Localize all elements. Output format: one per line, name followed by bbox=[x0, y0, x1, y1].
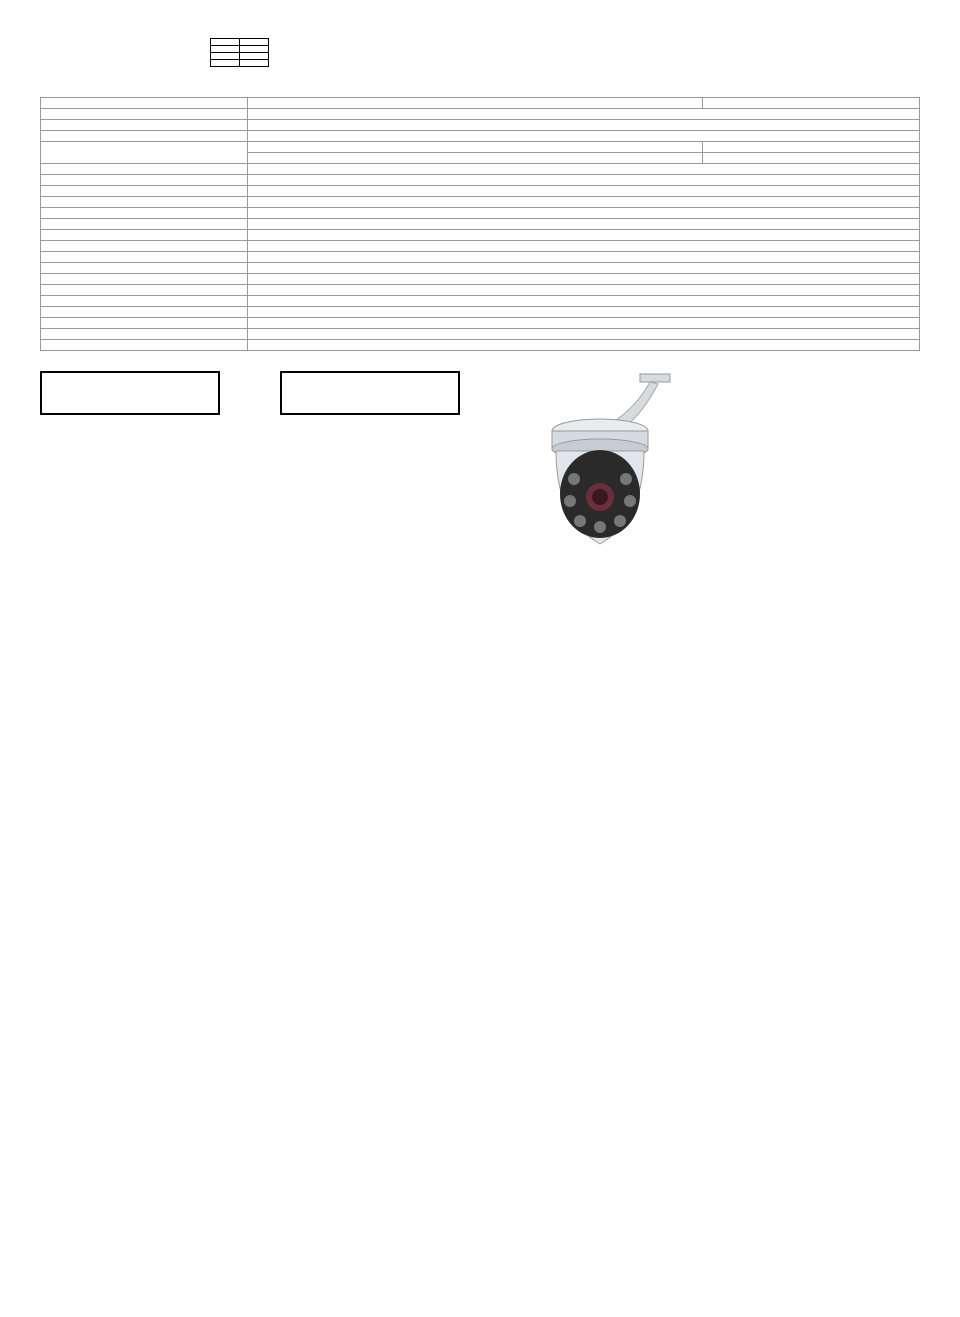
baud-header-dist bbox=[240, 39, 269, 46]
table-row bbox=[41, 131, 920, 142]
table-row bbox=[211, 46, 269, 53]
spec-table bbox=[40, 97, 920, 351]
table-row bbox=[41, 318, 920, 329]
baud-cell bbox=[211, 60, 240, 67]
spec-label bbox=[41, 263, 248, 274]
camera-image bbox=[520, 369, 680, 579]
spec-value bbox=[248, 241, 920, 252]
spec-label bbox=[41, 142, 248, 164]
table-row bbox=[41, 285, 920, 296]
dip-block-pelco-p bbox=[280, 369, 460, 421]
baud-cell bbox=[240, 60, 269, 67]
spec-value bbox=[248, 153, 703, 164]
table-row bbox=[41, 120, 920, 131]
table-row bbox=[211, 53, 269, 60]
spec-extra bbox=[703, 142, 920, 153]
spec-value bbox=[248, 197, 920, 208]
table-row bbox=[41, 340, 920, 351]
table-row bbox=[41, 274, 920, 285]
spec-label bbox=[41, 318, 248, 329]
table-row bbox=[211, 60, 269, 67]
baud-cell bbox=[211, 46, 240, 53]
dip-block-pelco-d bbox=[40, 369, 220, 421]
table-row bbox=[41, 164, 920, 175]
spec-label bbox=[41, 296, 248, 307]
spec-value bbox=[248, 208, 920, 219]
spec-label bbox=[41, 340, 248, 351]
table-row bbox=[41, 186, 920, 197]
spec-label bbox=[41, 208, 248, 219]
spec-value bbox=[248, 98, 703, 109]
table-row bbox=[41, 230, 920, 241]
table-row bbox=[41, 197, 920, 208]
baud-header-rate bbox=[211, 39, 240, 46]
spec-label bbox=[41, 230, 248, 241]
spec-label bbox=[41, 285, 248, 296]
table-row bbox=[41, 109, 920, 120]
protocol-row bbox=[40, 369, 920, 579]
spec-label bbox=[41, 120, 248, 131]
spec-extra bbox=[703, 153, 920, 164]
dip-grid bbox=[40, 371, 220, 415]
spec-value bbox=[248, 142, 703, 153]
spec-label bbox=[41, 109, 248, 120]
spec-value bbox=[248, 318, 920, 329]
spec-value bbox=[248, 109, 920, 120]
spec-value bbox=[248, 175, 920, 186]
spec-label bbox=[41, 307, 248, 318]
table-row bbox=[41, 241, 920, 252]
table-row bbox=[41, 252, 920, 263]
table-row bbox=[41, 208, 920, 219]
spec-value bbox=[248, 164, 920, 175]
spec-label bbox=[41, 164, 248, 175]
spec-label bbox=[41, 131, 248, 142]
spec-value bbox=[248, 186, 920, 197]
spec-value bbox=[248, 274, 920, 285]
spec-label bbox=[41, 175, 248, 186]
table-row bbox=[41, 307, 920, 318]
spec-extra bbox=[703, 98, 920, 109]
spec-value bbox=[248, 252, 920, 263]
table-row bbox=[41, 296, 920, 307]
table-row bbox=[41, 142, 920, 153]
spec-value bbox=[248, 307, 920, 318]
spec-value bbox=[248, 219, 920, 230]
spec-label bbox=[41, 197, 248, 208]
dip-grid bbox=[280, 371, 460, 415]
table-row bbox=[41, 219, 920, 230]
spec-label bbox=[41, 186, 248, 197]
spec-value bbox=[248, 285, 920, 296]
spec-label bbox=[41, 241, 248, 252]
table-row bbox=[41, 329, 920, 340]
spec-label bbox=[41, 219, 248, 230]
spec-label bbox=[41, 274, 248, 285]
spec-value bbox=[248, 230, 920, 241]
spec-label bbox=[41, 329, 248, 340]
table-row bbox=[41, 175, 920, 186]
spec-label bbox=[41, 252, 248, 263]
baud-cell bbox=[240, 53, 269, 60]
spec-value bbox=[248, 296, 920, 307]
spec-value bbox=[248, 131, 920, 142]
baud-cell bbox=[211, 53, 240, 60]
table-row bbox=[41, 98, 920, 109]
spec-label bbox=[41, 98, 248, 109]
table-row bbox=[211, 39, 269, 46]
baud-cell bbox=[240, 46, 269, 53]
spec-value bbox=[248, 329, 920, 340]
spec-value bbox=[248, 263, 920, 274]
baud-table bbox=[210, 38, 269, 67]
table-row bbox=[41, 263, 920, 274]
spec-value bbox=[248, 340, 920, 351]
spec-value bbox=[248, 120, 920, 131]
